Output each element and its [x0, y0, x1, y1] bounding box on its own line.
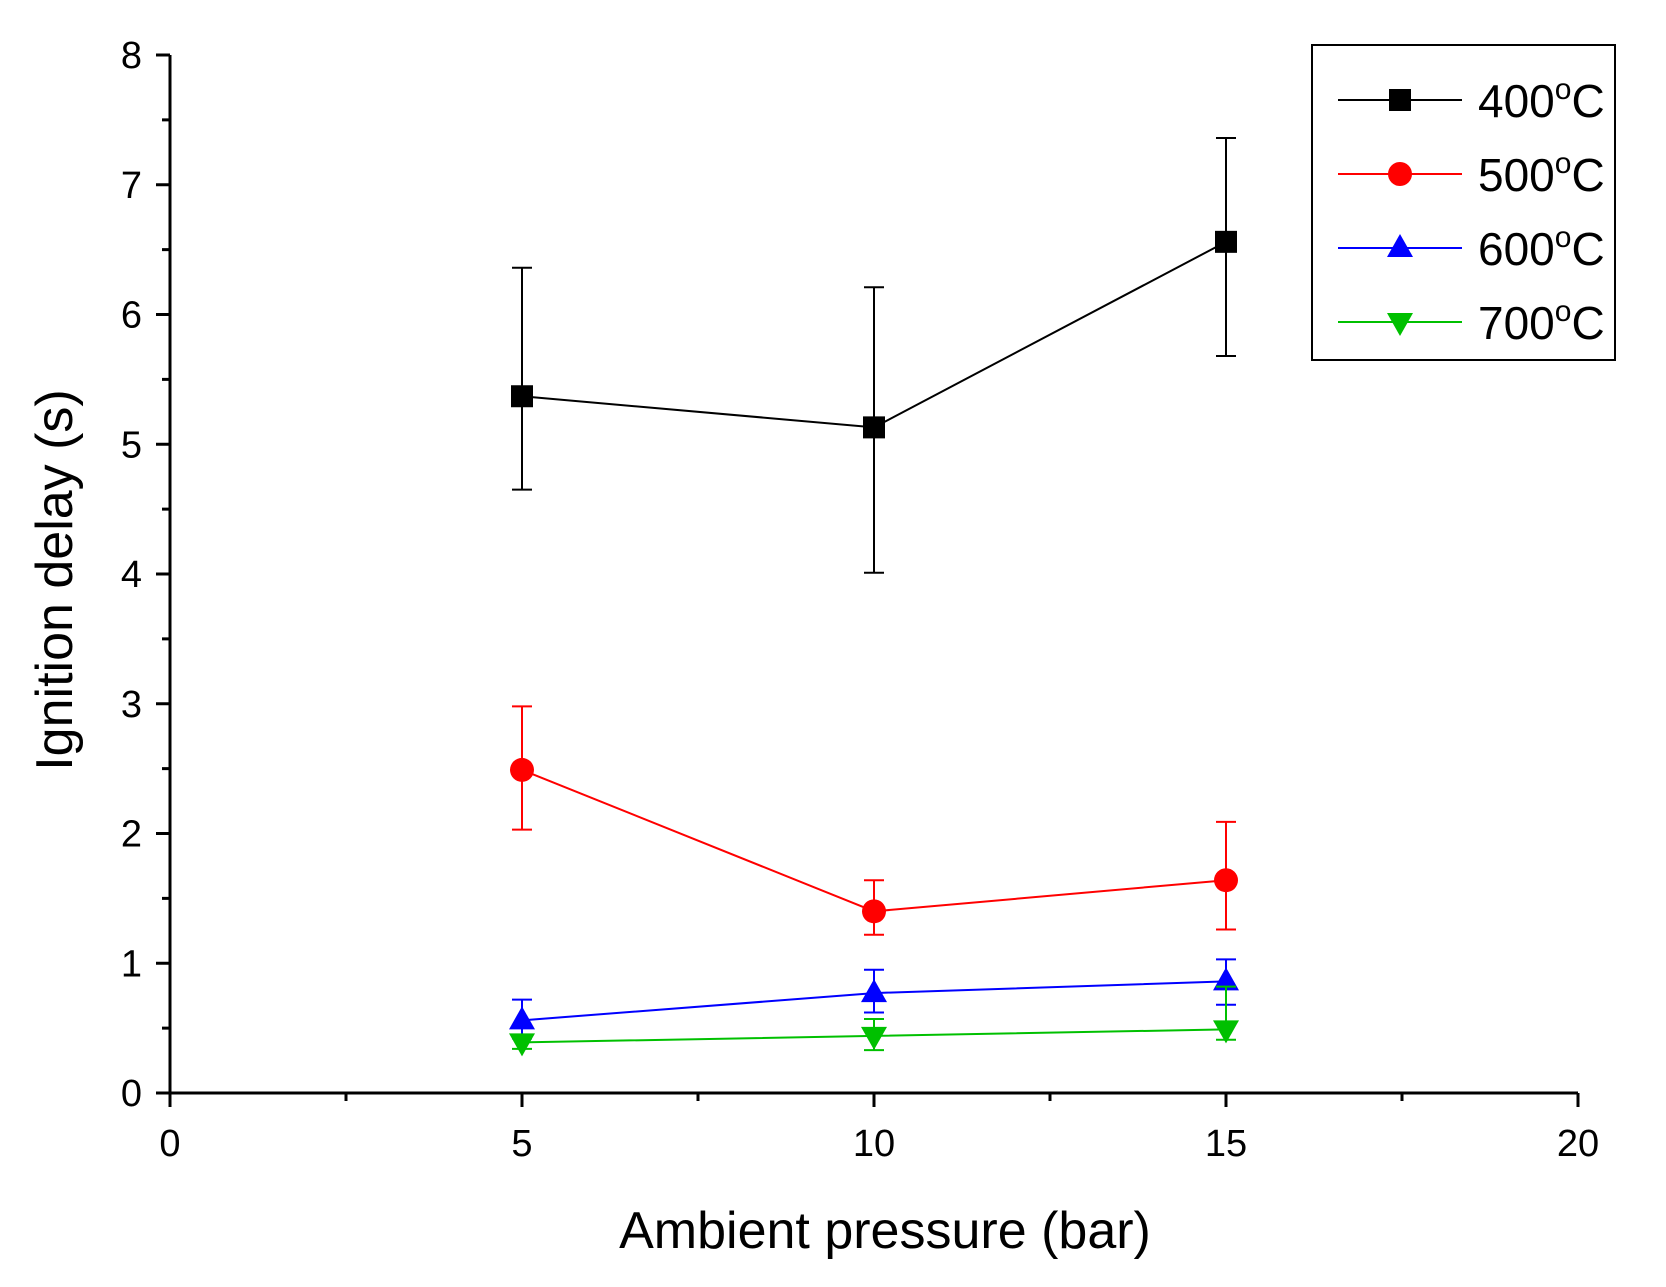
y-tick-label: 7	[121, 165, 142, 207]
legend-label: 600oC	[1478, 221, 1605, 275]
y-tick-label: 8	[121, 35, 142, 77]
data-point	[511, 385, 533, 408]
data-point	[1215, 230, 1237, 253]
data-point	[861, 1026, 887, 1050]
legend-label: 500oC	[1478, 147, 1605, 201]
data-point	[1214, 868, 1238, 893]
legend-item-500: 500oC	[1338, 147, 1605, 201]
legend-marker	[1388, 162, 1412, 186]
y-tick-label: 3	[121, 684, 142, 726]
legend-marker	[1389, 89, 1411, 111]
y-tick-label: 4	[121, 554, 142, 596]
y-tick-label: 0	[121, 1073, 142, 1115]
legend-item-700: 700oC	[1338, 295, 1605, 349]
series-700	[509, 985, 1239, 1057]
data-point	[1213, 1020, 1239, 1044]
series-500	[510, 705, 1238, 936]
legend-item-400: 400oC	[1338, 73, 1605, 127]
legend-box	[1311, 44, 1616, 361]
data-point	[510, 757, 534, 782]
y-tick-label: 5	[121, 424, 142, 466]
y-tick-label: 6	[121, 295, 142, 337]
x-tick-label: 5	[511, 1123, 532, 1165]
x-tick-label: 20	[1557, 1123, 1599, 1165]
data-point	[1213, 967, 1239, 991]
y-axis-title: Ignition delay (s)	[26, 389, 84, 771]
legend: 400oC 500oC 600oC 700oC	[1311, 44, 1616, 361]
series-600	[509, 958, 1239, 1040]
data-point	[863, 416, 885, 439]
legend-marker	[1387, 313, 1413, 336]
y-tick-label: 1	[121, 943, 142, 985]
x-tick-label: 10	[853, 1123, 895, 1165]
x-tick-label: 15	[1205, 1123, 1247, 1165]
legend-label: 400oC	[1478, 73, 1605, 127]
series-layer	[509, 137, 1239, 1057]
data-point	[509, 1006, 535, 1030]
series-400	[511, 137, 1237, 574]
legend-label: 700oC	[1478, 295, 1605, 349]
x-axis-title: Ambient pressure (bar)	[619, 1202, 1151, 1260]
legend-marker	[1387, 234, 1413, 257]
y-tick-label: 2	[121, 814, 142, 856]
data-point	[862, 899, 886, 924]
legend-item-600: 600oC	[1338, 221, 1605, 275]
x-tick-label: 0	[159, 1123, 180, 1165]
axes: 0 5 10 15 20 0 1 2 3 4 5 6 7 8	[121, 35, 1599, 1165]
data-point	[509, 1033, 535, 1057]
data-point	[861, 979, 887, 1003]
